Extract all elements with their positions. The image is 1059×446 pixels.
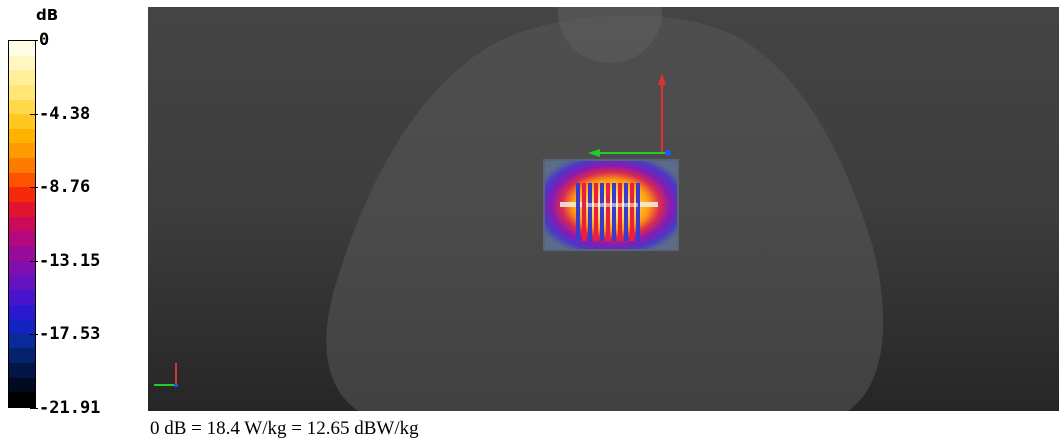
- colorbar-segment: [9, 99, 35, 115]
- sar-distribution-map: [543, 159, 679, 251]
- colorbar-tick-mark: [30, 40, 38, 41]
- colorbar-tick-mark: [30, 334, 38, 336]
- colorbar-segment: [9, 231, 35, 246]
- colorbar-segment: [9, 187, 35, 203]
- colorbar-segment: [9, 245, 35, 261]
- colorbar-segment: [9, 260, 35, 276]
- colorbar-tick-mark: [30, 260, 38, 262]
- colorbar-tick-label: -8.76: [39, 177, 91, 198]
- colorbar-segment: [9, 114, 35, 129]
- colorbar-segment: [9, 158, 35, 173]
- colorbar-tick-label: -17.53: [39, 324, 101, 345]
- colorbar-tick-label: -13.15: [39, 250, 101, 271]
- sar-3d-viewport[interactable]: [148, 7, 1059, 411]
- color-scale-legend: dB 0 -4.38 -8.76 -13.15 -17.53 -21.91: [0, 0, 148, 420]
- colorbar-segment: [9, 202, 35, 217]
- colorbar-tick-mark: [30, 187, 38, 189]
- colorbar-segment: [9, 363, 35, 378]
- colorbar-segment: [9, 41, 35, 56]
- colorbar-segment: [9, 377, 35, 393]
- colorbar-tick-mark: [30, 408, 38, 409]
- colorbar-segment: [9, 70, 35, 85]
- colorbar-segment: [9, 55, 35, 71]
- colorbar-segment: [9, 275, 35, 290]
- sar-stripes: [576, 183, 640, 241]
- probe-axes-gizmo: [588, 73, 671, 157]
- colorbar-segment: [9, 392, 35, 408]
- origin-axes-icon: [154, 363, 178, 387]
- colorbar-segment: [9, 348, 35, 364]
- reference-caption: 0 dB = 18.4 W/kg = 12.65 dBW/kg: [150, 418, 419, 439]
- phantom-head-outline: [558, 7, 662, 63]
- colorbar-segment: [9, 84, 35, 100]
- colorbar-segment: [9, 289, 35, 305]
- colorbar-segment: [9, 143, 35, 159]
- legend-unit-label: dB: [36, 6, 59, 24]
- colorbar-segment: [9, 172, 35, 188]
- colorbar-segment: [9, 128, 35, 144]
- colorbar-segment: [9, 304, 35, 320]
- colorbar-segment: [9, 333, 35, 349]
- colorbar-segment: [9, 319, 35, 334]
- colorbar-tick-label: 0: [39, 30, 50, 50]
- colorbar-segment: [9, 216, 35, 232]
- viewport-scene: [154, 7, 884, 411]
- colorbar: [8, 40, 36, 408]
- colorbar-tick-label: -21.91: [39, 398, 101, 418]
- colorbar-tick-label: -4.38: [39, 103, 91, 124]
- colorbar-tick-mark: [30, 113, 38, 115]
